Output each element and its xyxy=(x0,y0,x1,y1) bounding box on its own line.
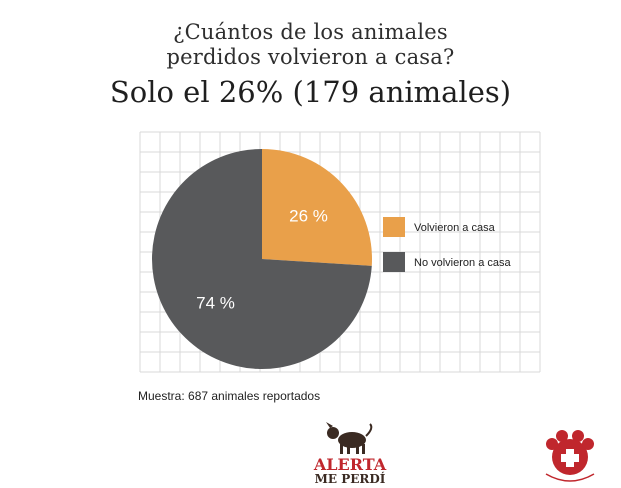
question-line-2: perdidos volvieron a casa? xyxy=(166,45,455,69)
pie-slices xyxy=(151,149,372,369)
legend-label: Volvieron a casa xyxy=(414,222,496,234)
svg-text:ALERTA: ALERTA xyxy=(313,455,387,474)
slice-label: 26 % xyxy=(289,206,328,225)
rescate-animal-logo xyxy=(545,430,595,482)
alerta-me-perdi-logo: ALERTA ME PERDÍ xyxy=(313,422,387,484)
legend-swatch xyxy=(383,217,405,237)
pie-slice-labels: 26 % 74 % xyxy=(196,206,328,312)
legend-swatch xyxy=(383,252,405,272)
dog-icon xyxy=(326,422,373,454)
pie-slice-not-returned xyxy=(151,149,372,369)
svg-text:ME PERDÍ: ME PERDÍ xyxy=(315,471,386,484)
cross-icon xyxy=(561,449,579,467)
question-line-1: ¿Cuántos de los animales xyxy=(173,20,448,44)
legend-label: No volvieron a casa xyxy=(414,257,511,269)
pie-slice-returned xyxy=(262,149,372,266)
slice-label: 74 % xyxy=(196,294,235,313)
chart-headline: Solo el 26% (179 animales) xyxy=(109,75,512,109)
chart-question: ¿Cuántos de los animales perdidos volvie… xyxy=(0,20,621,70)
sample-note: Muestra: 687 animales reportados xyxy=(138,389,321,403)
chart-legend: Volvieron a casa No volvieron a casa xyxy=(383,217,511,272)
